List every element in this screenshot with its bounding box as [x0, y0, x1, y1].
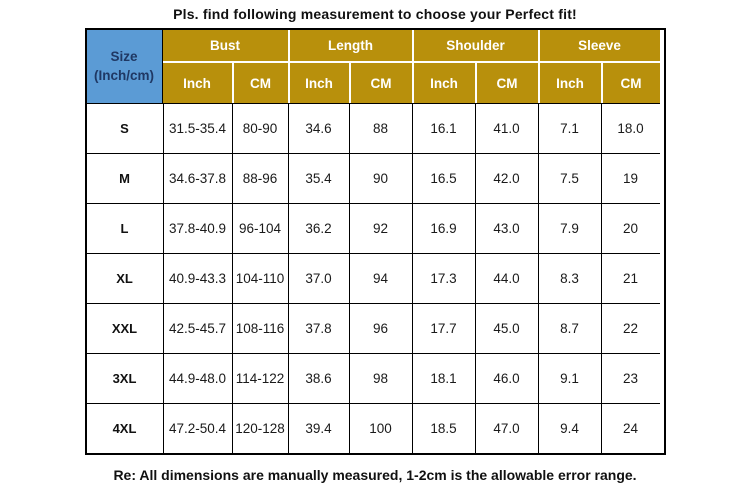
table-cell: 90	[348, 153, 412, 203]
table-cell: 24	[600, 403, 660, 453]
table-cell: 19	[600, 153, 660, 203]
table-cell: 17.3	[411, 253, 475, 303]
column-group-length: Length	[287, 30, 412, 61]
table-cell: 96	[348, 303, 412, 353]
table-cell: 16.1	[411, 103, 475, 153]
table-cell: 7.1	[537, 103, 601, 153]
size-row-label: 4XL	[86, 403, 163, 453]
table-cell: 88-96	[231, 153, 288, 203]
table-cell: 41.0	[474, 103, 538, 153]
table-cell: 47.2-50.4	[162, 403, 232, 453]
table-cell: 108-116	[231, 303, 288, 353]
table-cell: 22	[600, 303, 660, 353]
table-cell: 18.5	[411, 403, 475, 453]
table-cell: 21	[600, 253, 660, 303]
table-cell: 9.1	[537, 353, 601, 403]
size-row-label: S	[86, 103, 163, 153]
table-cell: 31.5-35.4	[162, 103, 232, 153]
table-cell: 98	[348, 353, 412, 403]
table-cell: 47.0	[474, 403, 538, 453]
table-cell: 94	[348, 253, 412, 303]
table-cell: 18.0	[600, 103, 660, 153]
table-cell: 44.9-48.0	[162, 353, 232, 403]
subheader-length-inch: Inch	[287, 61, 349, 103]
subheader-bust-inch: Inch	[162, 61, 232, 103]
table-cell: 92	[348, 203, 412, 253]
table-cell: 37.8	[287, 303, 349, 353]
table-cell: 104-110	[231, 253, 288, 303]
size-row-label: 3XL	[86, 353, 163, 403]
table-cell: 34.6-37.8	[162, 153, 232, 203]
table-cell: 46.0	[474, 353, 538, 403]
table-cell: 38.6	[287, 353, 349, 403]
column-group-shoulder: Shoulder	[411, 30, 538, 61]
size-column-header-label: Size	[110, 49, 138, 65]
subheader-length-cm: CM	[348, 61, 412, 103]
table-cell: 17.7	[411, 303, 475, 353]
table-cell: 35.4	[287, 153, 349, 203]
table-cell: 37.0	[287, 253, 349, 303]
table-cell: 7.9	[537, 203, 601, 253]
size-row-label: XL	[86, 253, 163, 303]
table-cell: 36.2	[287, 203, 349, 253]
table-cell: 16.9	[411, 203, 475, 253]
size-chart-table: Size (Inch/cm) Bust Length Shoulder Slee…	[84, 28, 666, 455]
table-cell: 20	[600, 203, 660, 253]
table-cell: 100	[348, 403, 412, 453]
page-title: Pls. find following measurement to choos…	[173, 6, 577, 22]
subheader-shoulder-inch: Inch	[411, 61, 475, 103]
table-cell: 114-122	[231, 353, 288, 403]
size-row-label: L	[86, 203, 163, 253]
table-cell: 120-128	[231, 403, 288, 453]
table-cell: 88	[348, 103, 412, 153]
table-cell: 96-104	[231, 203, 288, 253]
subheader-sleeve-cm: CM	[600, 61, 660, 103]
size-row-label: M	[86, 153, 163, 203]
table-cell: 16.5	[411, 153, 475, 203]
table-cell: 40.9-43.3	[162, 253, 232, 303]
table-cell: 18.1	[411, 353, 475, 403]
table-cell: 39.4	[287, 403, 349, 453]
size-column-header: Size (Inch/cm)	[86, 30, 163, 103]
subheader-bust-cm: CM	[231, 61, 288, 103]
table-cell: 34.6	[287, 103, 349, 153]
table-cell: 44.0	[474, 253, 538, 303]
table-cell: 9.4	[537, 403, 601, 453]
table-cell: 23	[600, 353, 660, 403]
table-cell: 42.5-45.7	[162, 303, 232, 353]
table-cell: 8.3	[537, 253, 601, 303]
table-cell: 42.0	[474, 153, 538, 203]
table-cell: 7.5	[537, 153, 601, 203]
subheader-shoulder-cm: CM	[474, 61, 538, 103]
table-cell: 80-90	[231, 103, 288, 153]
table-cell: 8.7	[537, 303, 601, 353]
measurement-disclaimer: Re: All dimensions are manually measured…	[113, 467, 637, 483]
column-group-bust: Bust	[162, 30, 288, 61]
table-cell: 37.8-40.9	[162, 203, 232, 253]
subheader-sleeve-inch: Inch	[537, 61, 601, 103]
table-cell: 43.0	[474, 203, 538, 253]
size-row-label: XXL	[86, 303, 163, 353]
size-column-header-sublabel: (Inch/cm)	[93, 67, 154, 83]
table-cell: 45.0	[474, 303, 538, 353]
column-group-sleeve: Sleeve	[537, 30, 660, 61]
